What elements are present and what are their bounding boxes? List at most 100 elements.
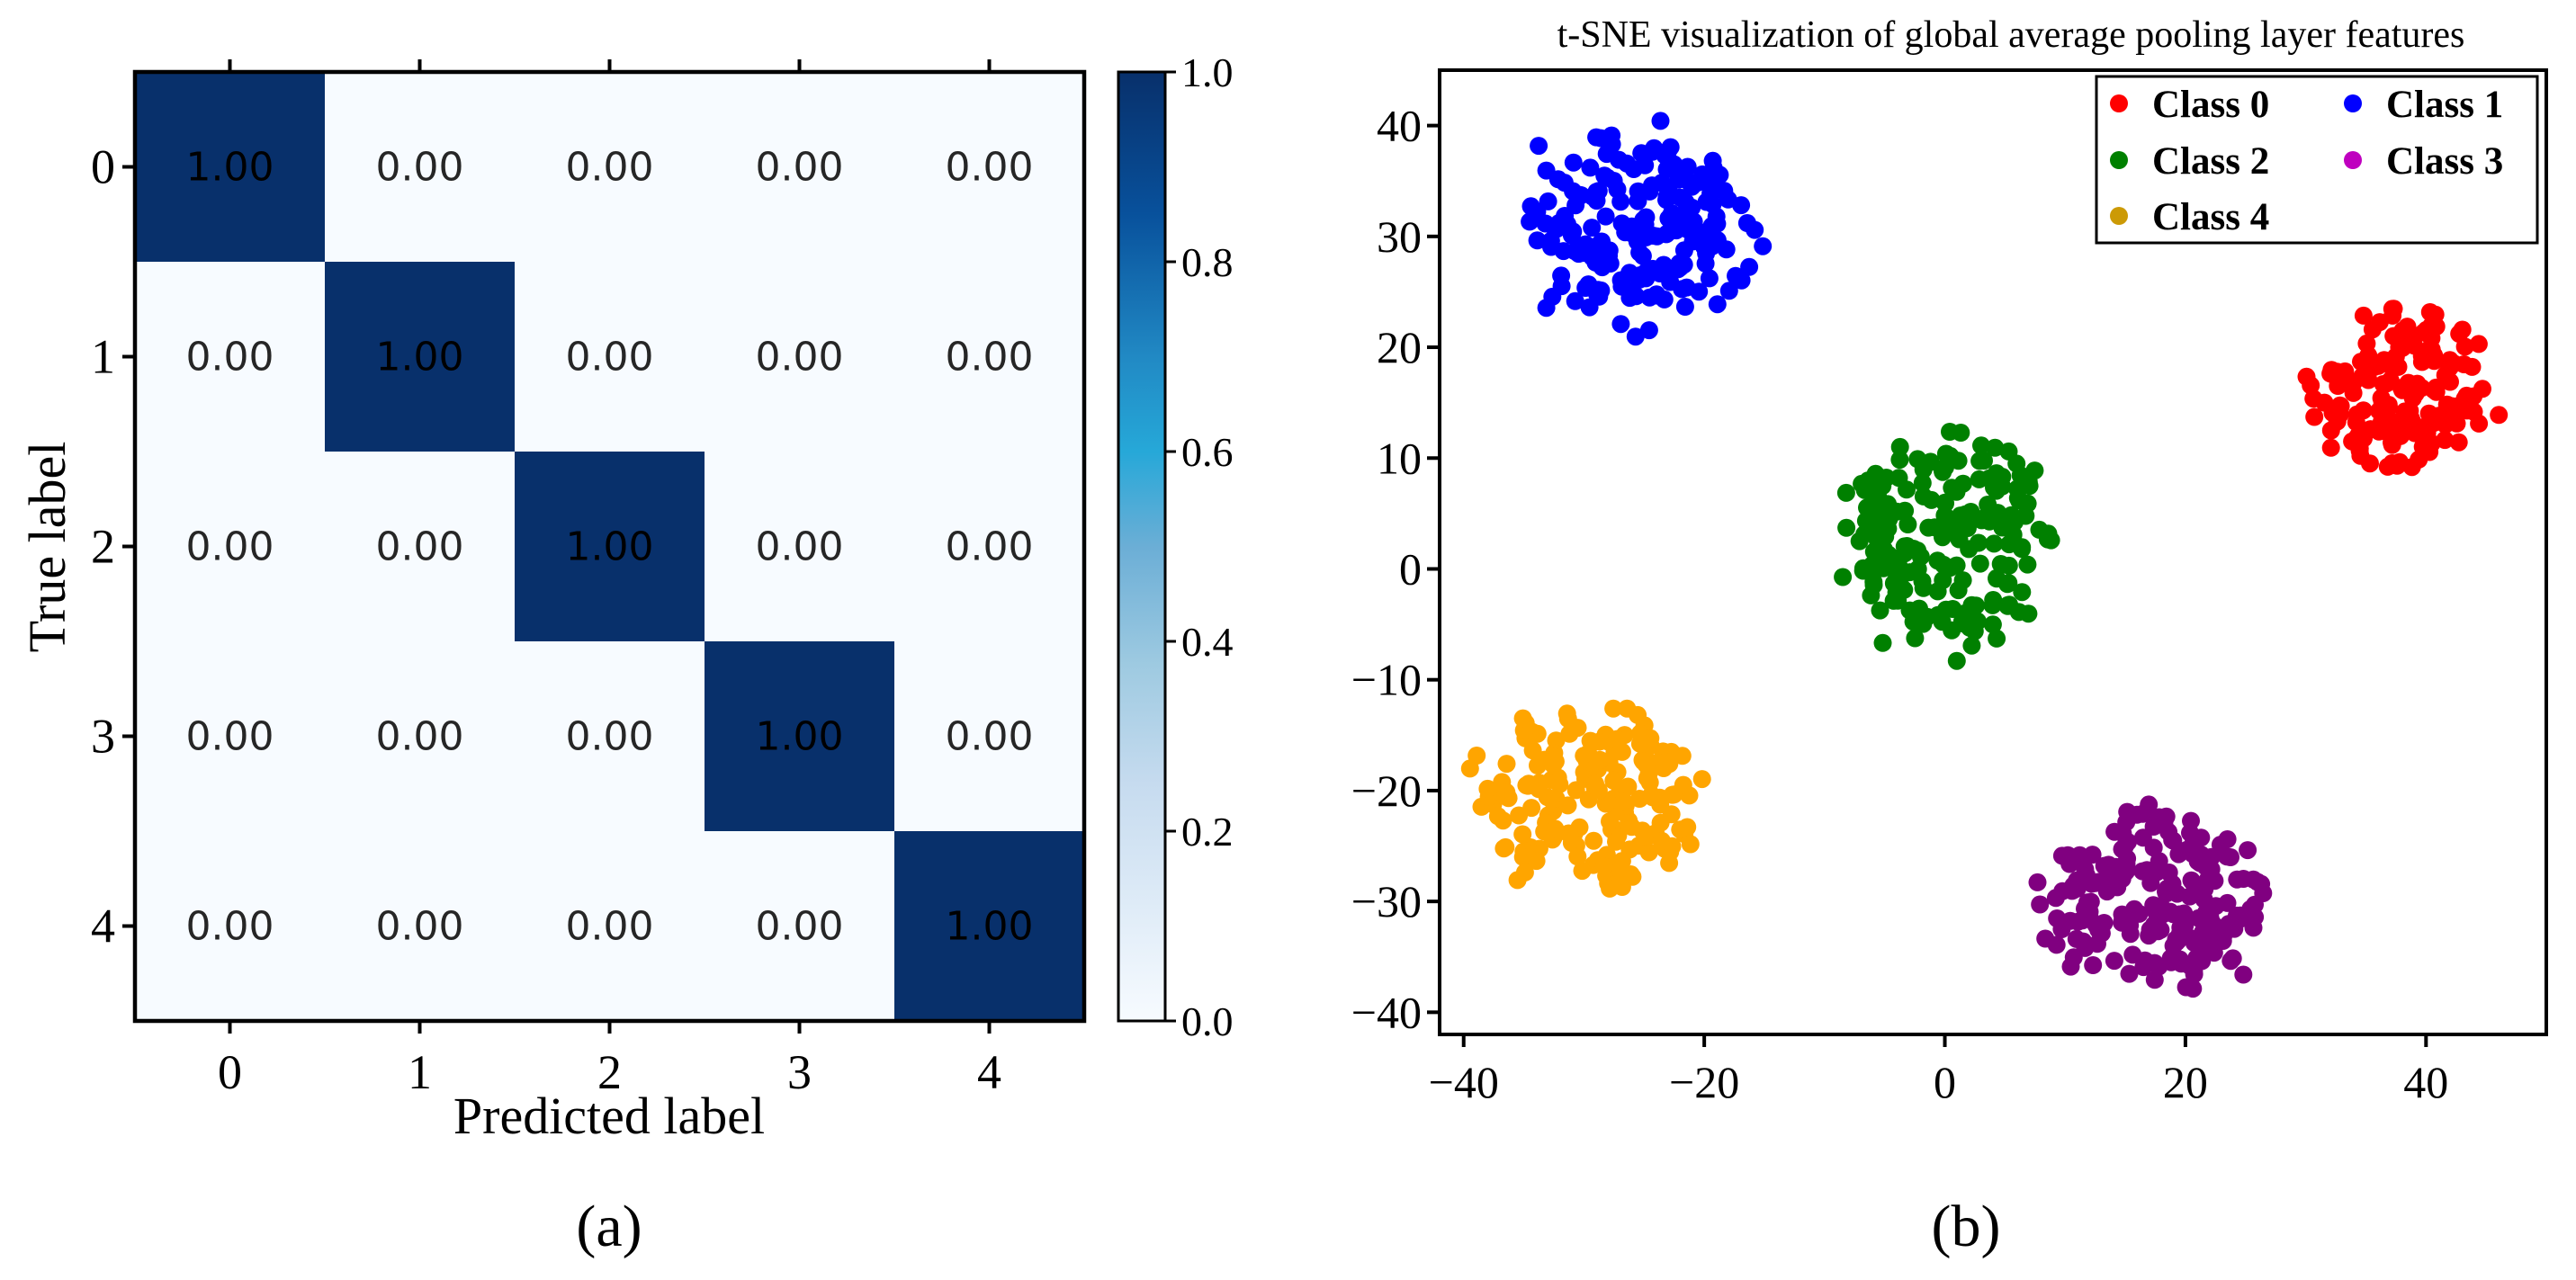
scatter-point <box>1655 255 1673 274</box>
scatter-point <box>2018 555 2037 574</box>
heatmap-cell <box>894 831 1085 1022</box>
scatter-point <box>1558 796 1577 815</box>
scatter-point <box>1969 533 1988 552</box>
scatter-point <box>1660 854 1679 873</box>
scatter-point <box>2164 831 2183 850</box>
panel-label-b: (b) <box>1932 1194 2001 1259</box>
x-tick-label: −40 <box>1429 1057 1499 1107</box>
scatter-point <box>1601 879 1620 898</box>
scatter-point <box>2105 822 2124 841</box>
scatter-point <box>2184 980 2203 998</box>
scatter-point <box>1515 863 1534 882</box>
scatter-point <box>2081 892 2100 911</box>
scatter-point <box>1864 576 1883 595</box>
heatmap-cell <box>135 72 326 263</box>
scatter-point <box>2402 412 2421 431</box>
scatter-point <box>2453 320 2472 339</box>
scatter-point <box>1590 287 1609 306</box>
scatter-point <box>2377 374 2396 393</box>
scatter-point <box>2455 355 2473 373</box>
scatter-point <box>2330 405 2349 424</box>
legend-entry-class-4: Class 4 <box>2110 196 2269 238</box>
scatter-point <box>1896 501 1915 520</box>
scatter-point <box>1659 150 1678 169</box>
scatter-point <box>1962 636 1981 655</box>
x-tick-label: −20 <box>1669 1057 1739 1107</box>
scatter-point <box>1970 554 1989 573</box>
scatter-point <box>2440 359 2459 378</box>
heatmap-cell-label: 1.00 <box>756 714 844 760</box>
heatmap-cell-label: 0.00 <box>946 335 1034 380</box>
scatter-point <box>1624 160 1643 178</box>
scatter-point <box>2031 895 2050 914</box>
scatter-point <box>1566 291 1584 310</box>
heatmap-cell <box>515 452 705 642</box>
heatmap-cell <box>325 641 516 832</box>
scatter-point <box>1559 824 1578 843</box>
scatter-point <box>1754 237 1773 255</box>
scatter-point <box>1651 112 1670 130</box>
scatter-point <box>1641 729 1660 747</box>
confusion-matrix-panel: 1.00 0.00 0.00 0.00 0.000.00 1.00 0.00 0.00 0.00… <box>18 49 1234 1259</box>
scatter-point <box>1663 785 1682 804</box>
scatter-point <box>1936 600 1955 619</box>
scatter-point <box>2354 306 2373 325</box>
scatter-point <box>2061 957 2080 976</box>
scatter-point <box>1719 282 1738 300</box>
legend-label-class-0: Class 0 <box>2152 84 2269 126</box>
scatter-point <box>1702 217 1721 236</box>
scatter-point <box>2105 952 2123 971</box>
legend-label-class-3: Class 3 <box>2386 140 2503 183</box>
scatter-point <box>2182 871 2201 890</box>
scatter-point <box>2304 389 2323 408</box>
scatter-point <box>1941 559 1960 577</box>
scatter-point <box>2195 880 2214 899</box>
scatter-point <box>1643 788 1662 807</box>
colorbar-tick-label: 1.0 <box>1181 49 1234 95</box>
scatter-point <box>1998 596 2017 615</box>
scatter-point <box>2010 491 2029 510</box>
scatter-point <box>1991 555 2010 573</box>
scatter-point <box>1914 578 1933 597</box>
scatter-point <box>1538 788 1557 807</box>
scatter-point <box>1594 857 1613 876</box>
scatter-point <box>1581 158 1600 177</box>
scatter-point <box>2321 438 2340 457</box>
scatter-point <box>1681 835 1700 854</box>
heatmap-cell-label: 0.00 <box>186 524 274 570</box>
heatmap-cell-label: 0.00 <box>186 904 274 950</box>
y-tick-label: 4 <box>91 900 115 953</box>
scatter-point <box>1975 452 1993 470</box>
scatter-point <box>1676 192 1695 211</box>
scatter-point <box>2002 506 2021 524</box>
scatter-point <box>1558 710 1577 729</box>
scatter-point <box>1884 591 1903 610</box>
scatter-point <box>1627 287 1646 306</box>
scatter-point <box>1488 807 1507 826</box>
scatter-point <box>2120 964 2139 983</box>
legend-label-class-4: Class 4 <box>2152 196 2269 238</box>
legend-marker-class-2 <box>2110 151 2128 169</box>
scatter-point <box>2025 461 2044 480</box>
scatter-point <box>2449 433 2468 452</box>
scatter-point <box>1537 161 1556 180</box>
scatter-point <box>1660 183 1679 201</box>
scatter-point <box>1656 753 1675 771</box>
scatter-point <box>1602 126 1621 145</box>
scatter-point <box>2373 393 2392 412</box>
scatter-point <box>1564 153 1583 172</box>
scatter-point <box>1513 709 1532 728</box>
scatter-point <box>2447 414 2466 433</box>
scatter-point <box>2000 535 2018 554</box>
series-class-2 <box>1834 423 2060 670</box>
heatmap-cell <box>325 452 516 642</box>
scatter-point <box>2413 426 2432 445</box>
y-tick-label: −10 <box>1351 655 1422 705</box>
scatter-point <box>1568 847 1587 866</box>
scatter-point <box>1598 168 1617 187</box>
scatter-point <box>2469 335 2488 354</box>
scatter-point <box>1908 450 1927 469</box>
scatter-point <box>1694 237 1713 255</box>
heatmap-cell <box>135 262 326 452</box>
scatter-point <box>1917 607 1936 626</box>
